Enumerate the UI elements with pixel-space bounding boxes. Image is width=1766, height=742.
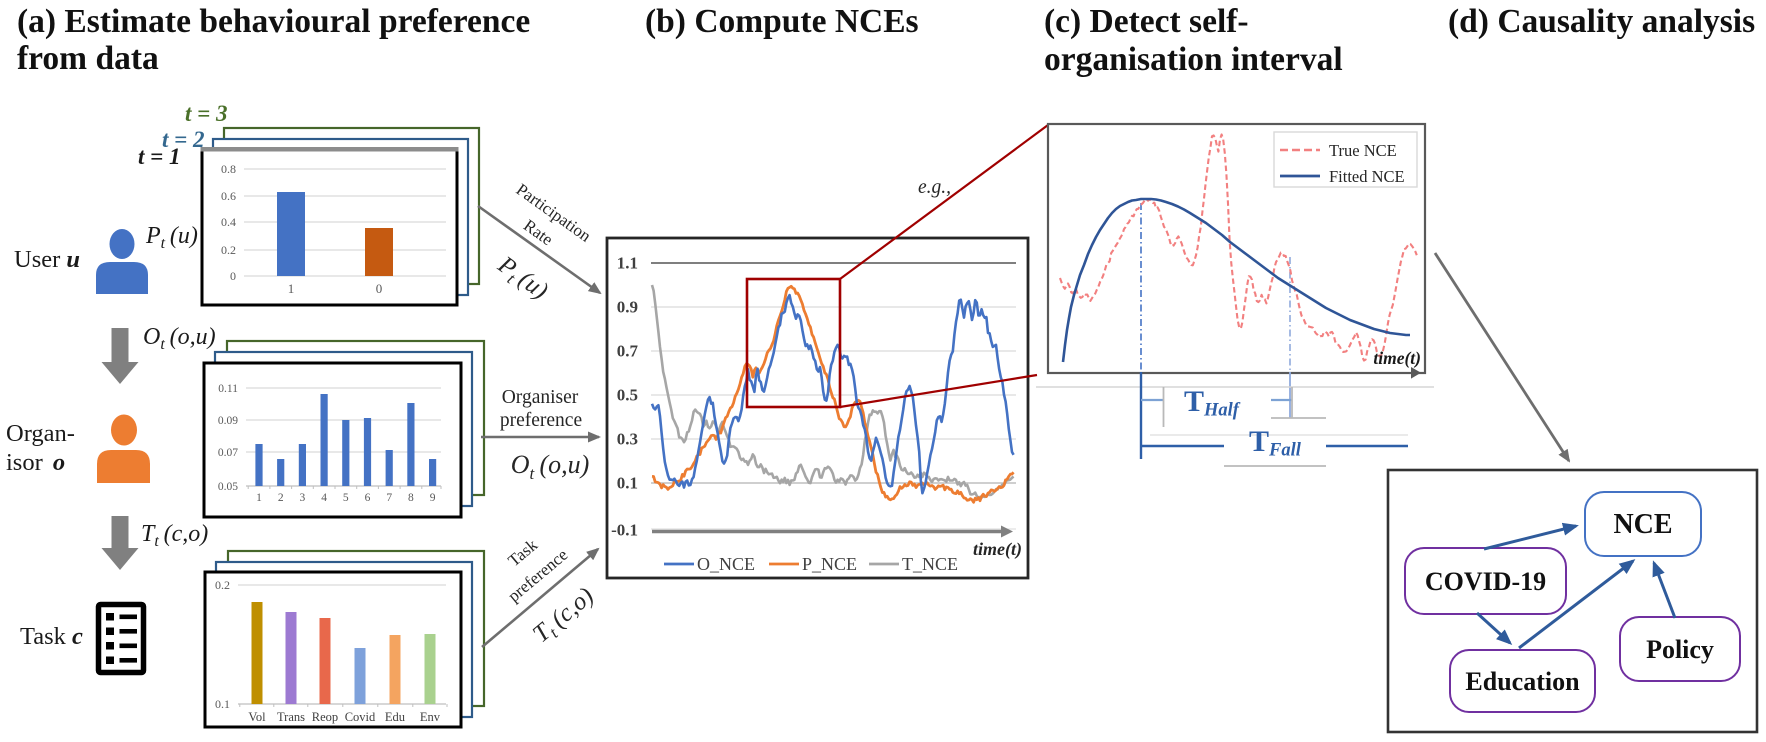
svg-text:NCE: NCE (1613, 509, 1672, 540)
svg-text:Env: Env (420, 710, 441, 724)
svg-text:0.11: 0.11 (218, 383, 238, 395)
svg-text:-0.1: -0.1 (611, 521, 638, 540)
svg-text:7: 7 (386, 492, 392, 504)
svg-text:0.8: 0.8 (221, 162, 236, 176)
svg-text:Edu: Edu (385, 710, 406, 724)
svg-text:6: 6 (365, 492, 371, 504)
svg-text:preference: preference (500, 410, 582, 431)
svg-text:1: 1 (288, 281, 295, 296)
svg-text:Covid: Covid (345, 710, 376, 724)
svg-text:Tt (c,o): Tt (c,o) (141, 521, 208, 550)
svg-text:time(t): time(t) (1373, 348, 1421, 368)
svg-text:0.6: 0.6 (221, 189, 236, 203)
svg-text:T_NCE: T_NCE (902, 554, 958, 574)
svg-text:(c) Detect self-: (c) Detect self- (1044, 3, 1249, 40)
svg-text:4: 4 (321, 492, 327, 504)
svg-text:Education: Education (1465, 667, 1580, 696)
svg-text:Fitted NCE: Fitted NCE (1329, 167, 1405, 186)
svg-text:0: 0 (376, 281, 383, 296)
svg-text:Vol: Vol (248, 710, 266, 724)
svg-text:Organ-: Organ- (6, 420, 75, 447)
svg-text:1: 1 (256, 492, 262, 504)
svg-text:0.5: 0.5 (617, 386, 638, 405)
svg-text:3: 3 (300, 492, 306, 504)
svg-text:isor o: isor o (6, 449, 65, 476)
svg-text:0.07: 0.07 (218, 447, 238, 459)
svg-text:8: 8 (408, 492, 414, 504)
svg-text:Policy: Policy (1646, 635, 1714, 664)
svg-text:t = 2: t = 2 (162, 127, 205, 152)
svg-text:0.09: 0.09 (218, 415, 238, 427)
svg-text:Ot (o,u): Ot (o,u) (143, 324, 216, 353)
svg-text:e.g.,: e.g., (918, 177, 951, 198)
svg-text:time(t): time(t) (973, 539, 1022, 560)
svg-text:0.4: 0.4 (221, 215, 236, 229)
svg-text:P_NCE: P_NCE (802, 554, 857, 574)
svg-text:User u: User u (14, 246, 80, 273)
svg-text:0: 0 (230, 269, 236, 283)
svg-text:from data: from data (17, 40, 159, 77)
svg-text:0.2: 0.2 (215, 578, 230, 592)
svg-text:Ot (o,u): Ot (o,u) (511, 450, 590, 483)
svg-text:O_NCE: O_NCE (697, 554, 755, 574)
svg-text:5: 5 (343, 492, 349, 504)
svg-text:1.1: 1.1 (617, 254, 638, 273)
svg-text:0.1: 0.1 (215, 697, 230, 711)
svg-text:COVID-19: COVID-19 (1425, 567, 1546, 596)
svg-text:t = 3: t = 3 (185, 101, 228, 126)
svg-text:(a) Estimate behavioural prefe: (a) Estimate behavioural preference (17, 3, 530, 40)
svg-text:0.2: 0.2 (221, 243, 236, 257)
svg-text:(b) Compute NCEs: (b) Compute NCEs (645, 3, 919, 40)
svg-text:9: 9 (430, 492, 436, 504)
svg-text:0.3: 0.3 (617, 430, 638, 449)
svg-text:Task c: Task c (20, 623, 83, 650)
svg-text:True NCE: True NCE (1329, 141, 1397, 160)
svg-text:0.7: 0.7 (617, 342, 639, 361)
svg-text:0.9: 0.9 (617, 298, 638, 317)
svg-text:0.05: 0.05 (218, 481, 238, 493)
svg-text:Reop: Reop (312, 710, 338, 724)
svg-text:t = 1: t = 1 (138, 144, 181, 169)
svg-text:Trans: Trans (277, 710, 305, 724)
svg-text:(d) Causality analysis: (d) Causality analysis (1448, 3, 1755, 40)
svg-text:2: 2 (278, 492, 284, 504)
svg-text:Organiser: Organiser (502, 387, 579, 408)
svg-text:organisation interval: organisation interval (1044, 41, 1343, 78)
svg-text:Pt (u): Pt (u) (145, 223, 198, 252)
svg-text:0.1: 0.1 (617, 474, 638, 493)
